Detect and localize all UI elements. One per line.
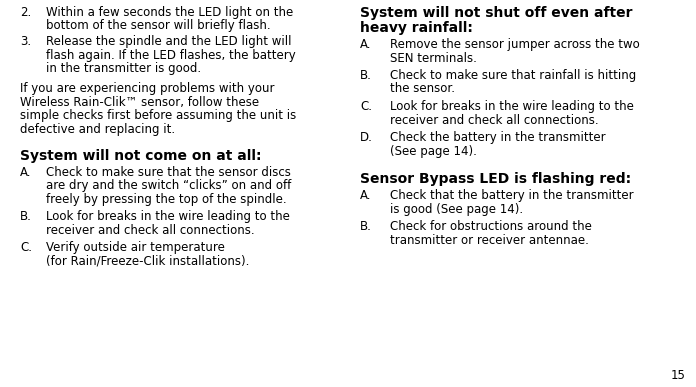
Text: the sensor.: the sensor. xyxy=(390,82,455,96)
Text: 15: 15 xyxy=(671,369,686,382)
Text: B.: B. xyxy=(360,220,372,233)
Text: Check that the battery in the transmitter: Check that the battery in the transmitte… xyxy=(390,189,633,202)
Text: 2.: 2. xyxy=(20,6,31,19)
Text: B.: B. xyxy=(20,210,32,223)
Text: Remove the sensor jumper across the two: Remove the sensor jumper across the two xyxy=(390,38,640,51)
Text: SEN terminals.: SEN terminals. xyxy=(390,51,477,65)
Text: B.: B. xyxy=(360,69,372,82)
Text: (See page 14).: (See page 14). xyxy=(390,144,477,158)
Text: Check to make sure that the sensor discs: Check to make sure that the sensor discs xyxy=(46,166,291,179)
Text: A.: A. xyxy=(20,166,31,179)
Text: C.: C. xyxy=(20,241,32,254)
Text: bottom of the sensor will briefly flash.: bottom of the sensor will briefly flash. xyxy=(46,19,271,33)
Text: A.: A. xyxy=(360,38,372,51)
Text: in the transmitter is good.: in the transmitter is good. xyxy=(46,62,201,75)
Text: (for Rain/Freeze-Clik installations).: (for Rain/Freeze-Clik installations). xyxy=(46,255,249,268)
Text: If you are experiencing problems with your: If you are experiencing problems with yo… xyxy=(20,82,274,95)
Text: C.: C. xyxy=(360,100,372,113)
Text: heavy rainfall:: heavy rainfall: xyxy=(360,21,473,35)
Text: D.: D. xyxy=(360,131,373,144)
Text: 3.: 3. xyxy=(20,35,31,48)
Text: simple checks first before assuming the unit is: simple checks first before assuming the … xyxy=(20,109,296,122)
Text: Verify outside air temperature: Verify outside air temperature xyxy=(46,241,225,254)
Text: Release the spindle and the LED light will: Release the spindle and the LED light wi… xyxy=(46,35,292,48)
Text: Look for breaks in the wire leading to the: Look for breaks in the wire leading to t… xyxy=(390,100,634,113)
Text: Within a few seconds the LED light on the: Within a few seconds the LED light on th… xyxy=(46,6,293,19)
Text: Check to make sure that rainfall is hitting: Check to make sure that rainfall is hitt… xyxy=(390,69,636,82)
Text: Look for breaks in the wire leading to the: Look for breaks in the wire leading to t… xyxy=(46,210,290,223)
Text: receiver and check all connections.: receiver and check all connections. xyxy=(390,113,599,127)
Text: defective and replacing it.: defective and replacing it. xyxy=(20,123,175,136)
Text: receiver and check all connections.: receiver and check all connections. xyxy=(46,224,255,237)
Text: A.: A. xyxy=(360,189,372,202)
Text: transmitter or receiver antennae.: transmitter or receiver antennae. xyxy=(390,233,589,247)
Text: freely by pressing the top of the spindle.: freely by pressing the top of the spindl… xyxy=(46,193,287,206)
Text: flash again. If the LED flashes, the battery: flash again. If the LED flashes, the bat… xyxy=(46,49,296,62)
Text: System will not shut off even after: System will not shut off even after xyxy=(360,6,633,20)
Text: Sensor Bypass LED is flashing red:: Sensor Bypass LED is flashing red: xyxy=(360,172,631,186)
Text: is good (See page 14).: is good (See page 14). xyxy=(390,202,523,216)
Text: Check for obstructions around the: Check for obstructions around the xyxy=(390,220,592,233)
Text: Check the battery in the transmitter: Check the battery in the transmitter xyxy=(390,131,606,144)
Text: System will not come on at all:: System will not come on at all: xyxy=(20,149,262,163)
Text: are dry and the switch “clicks” on and off: are dry and the switch “clicks” on and o… xyxy=(46,179,291,192)
Text: Wireless Rain-Clik™ sensor, follow these: Wireless Rain-Clik™ sensor, follow these xyxy=(20,96,259,109)
